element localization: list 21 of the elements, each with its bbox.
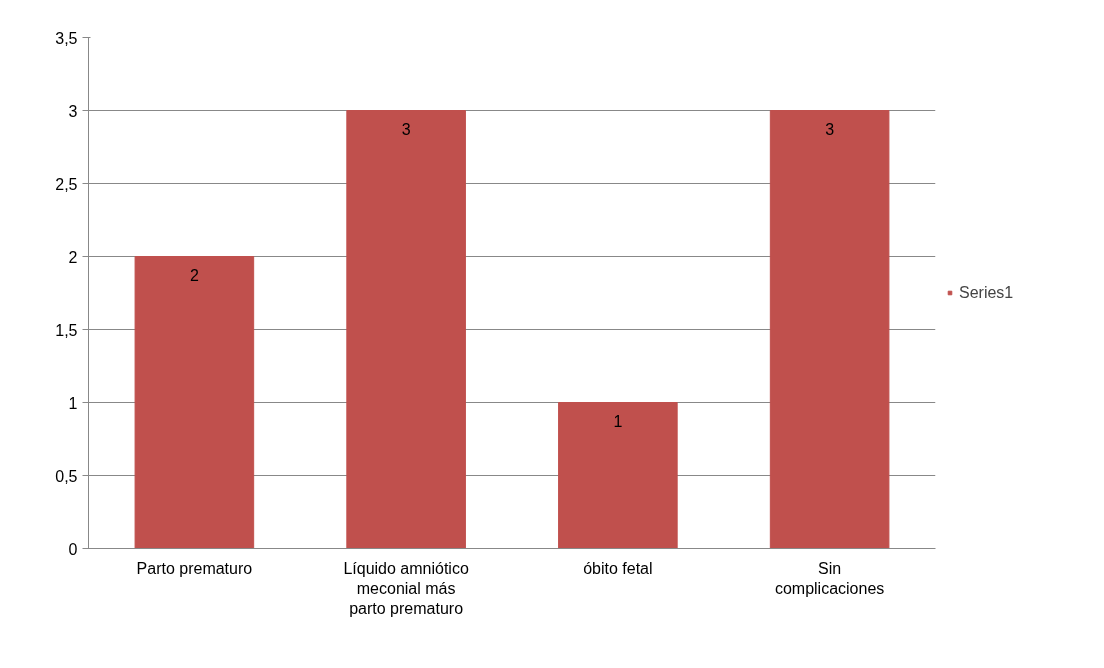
y-tick-label: 2,5 [55,175,78,193]
x-tick-label: Líquido amniótico meconial más parto prematuro [343,559,469,618]
y-tick-label: 3 [68,102,78,120]
x-tick-label: Parto prematuro [136,559,253,577]
y-tick-label: 1,5 [55,321,78,339]
legend-label: Series1 [959,283,1014,302]
bar [346,110,466,549]
data-label: 2 [189,266,199,284]
y-tick-label: 0,5 [55,467,78,485]
x-tick-label: óbito fetal [583,559,653,577]
y-tick-label: 0 [68,540,78,558]
y-tick-label: 1 [68,394,78,412]
data-label: 3 [825,120,835,138]
data-label: 1 [613,412,623,430]
data-label: 3 [401,120,411,138]
y-tick-label: 3,5 [55,29,78,47]
bar [769,110,890,549]
bar [134,256,255,549]
y-tick-label: 2 [68,248,78,266]
x-tick-label: Sin complicaciones [774,559,885,597]
bar [558,402,678,549]
